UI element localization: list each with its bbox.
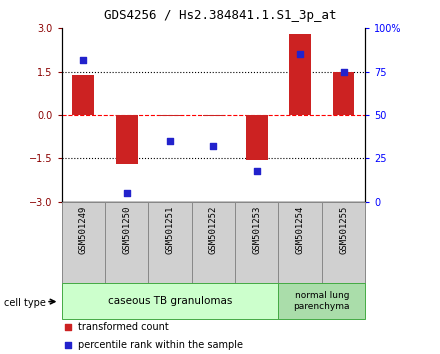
Text: GSM501255: GSM501255 [339, 206, 348, 254]
Bar [73, 75, 94, 115]
Bar [148, 202, 192, 283]
Point [64, 342, 71, 348]
Bar [235, 202, 279, 283]
Bar [279, 202, 322, 283]
Point [253, 168, 260, 173]
Bar [116, 115, 138, 164]
Text: GSM501250: GSM501250 [122, 206, 131, 254]
Text: caseous TB granulomas: caseous TB granulomas [108, 296, 232, 306]
Point [64, 325, 71, 330]
Text: GSM501251: GSM501251 [165, 206, 175, 254]
Point [210, 143, 217, 149]
Bar [105, 202, 148, 283]
Bar [333, 72, 354, 115]
Bar [62, 283, 279, 319]
Text: GSM501252: GSM501252 [209, 206, 218, 254]
Text: cell type: cell type [4, 298, 46, 308]
Text: GSM501253: GSM501253 [252, 206, 261, 254]
Point [340, 69, 347, 75]
Bar [159, 115, 181, 116]
Text: percentile rank within the sample: percentile rank within the sample [78, 340, 243, 350]
Bar [290, 34, 311, 115]
Text: GSM501249: GSM501249 [79, 206, 88, 254]
Bar [202, 115, 224, 116]
Bar [192, 202, 235, 283]
Text: transformed count: transformed count [78, 322, 169, 332]
Point [123, 190, 130, 196]
Bar [246, 115, 268, 160]
Bar [279, 283, 365, 319]
Bar [322, 202, 365, 283]
Text: GDS4256 / Hs2.384841.1.S1_3p_at: GDS4256 / Hs2.384841.1.S1_3p_at [104, 9, 336, 22]
Point [297, 52, 304, 57]
Point [80, 57, 87, 62]
Text: GSM501254: GSM501254 [296, 206, 304, 254]
Bar [62, 202, 105, 283]
Text: normal lung
parenchyma: normal lung parenchyma [293, 291, 350, 310]
Point [166, 138, 173, 144]
